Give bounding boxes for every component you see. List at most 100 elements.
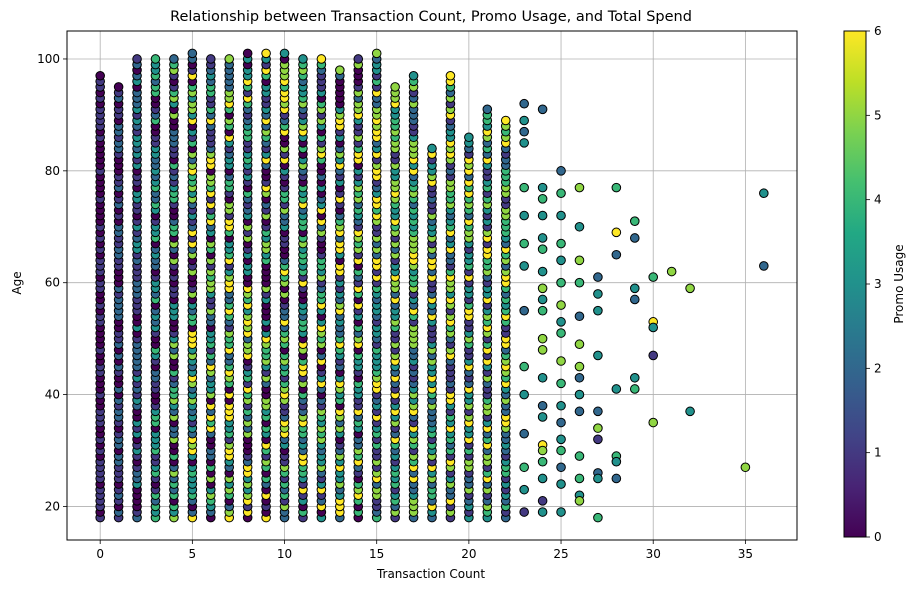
data-point	[279, 48, 290, 59]
data-point	[298, 54, 308, 64]
data-point	[556, 188, 566, 199]
data-point	[519, 98, 529, 109]
data-point	[537, 233, 548, 243]
data-point	[519, 126, 529, 137]
data-point	[519, 507, 529, 517]
data-point	[574, 311, 585, 322]
data-point	[519, 182, 529, 193]
data-point	[519, 210, 529, 221]
data-point	[556, 479, 566, 489]
data-point	[593, 473, 603, 484]
data-point	[519, 238, 529, 249]
data-point	[648, 350, 659, 361]
data-point	[648, 272, 659, 282]
data-point	[537, 496, 548, 506]
y-tick-label: 100	[37, 52, 60, 66]
x-tick-label: 35	[738, 547, 753, 561]
data-point	[205, 54, 216, 64]
x-tick-label: 20	[461, 547, 476, 561]
data-point	[537, 507, 548, 517]
data-point	[556, 238, 566, 249]
data-point	[574, 473, 585, 484]
data-point	[574, 361, 585, 372]
data-point	[611, 384, 622, 394]
x-axis-ticks: 0 5 10 15 20 25 30 35	[96, 540, 753, 561]
data-point	[464, 132, 474, 143]
data-point	[648, 322, 659, 333]
colorbar-tick-label: 0	[874, 530, 882, 544]
data-point	[685, 283, 695, 294]
data-point	[224, 54, 235, 64]
data-point	[556, 417, 566, 428]
data-point	[519, 361, 529, 372]
x-tick-label: 25	[553, 547, 568, 561]
x-tick-label: 5	[189, 547, 197, 561]
data-point	[353, 54, 364, 64]
data-point	[537, 445, 548, 456]
plot-frame	[66, 30, 798, 541]
data-point	[556, 210, 566, 221]
data-point	[556, 445, 566, 456]
data-point	[150, 54, 161, 64]
data-point	[574, 182, 585, 193]
data-point	[574, 255, 585, 266]
data-point	[316, 54, 327, 64]
data-point	[574, 451, 585, 461]
data-point	[537, 294, 548, 305]
data-point	[132, 54, 142, 64]
data-point	[537, 473, 548, 484]
data-point	[611, 227, 622, 238]
colorbar-tick-label: 2	[874, 361, 882, 375]
data-point	[593, 434, 603, 445]
y-axis-ticks: 20 40 60 80 100	[37, 52, 67, 513]
data-point	[574, 406, 585, 417]
colorbar-tick-label: 1	[874, 446, 882, 460]
colorbar-gradient	[843, 30, 867, 538]
data-point	[537, 182, 548, 193]
data-point	[629, 283, 640, 294]
data-point	[593, 305, 603, 316]
data-point	[666, 266, 677, 277]
data-point	[537, 194, 548, 204]
chart-title: Relationship between Transaction Count, …	[170, 9, 692, 25]
data-point	[556, 317, 566, 327]
data-point	[556, 378, 566, 389]
data-point	[537, 400, 548, 411]
y-axis-title: Age	[10, 271, 24, 294]
data-point	[537, 345, 548, 355]
data-point	[648, 417, 659, 428]
data-point	[629, 384, 640, 394]
data-point	[537, 305, 548, 316]
data-point	[574, 496, 585, 506]
data-point	[371, 48, 382, 59]
data-point	[482, 104, 493, 115]
data-point	[629, 233, 640, 243]
data-point	[593, 406, 603, 417]
colorbar-tick-label: 3	[874, 277, 882, 291]
data-point	[629, 372, 640, 383]
y-tick-label: 20	[45, 499, 60, 513]
data-point	[537, 266, 548, 277]
data-point	[187, 48, 198, 59]
data-point	[556, 255, 566, 266]
colorbar-tick-label: 5	[874, 108, 882, 122]
data-point	[611, 249, 622, 260]
data-point	[574, 277, 585, 288]
data-point	[556, 400, 566, 411]
data-point	[574, 389, 585, 400]
data-point	[537, 244, 548, 254]
data-point	[556, 434, 566, 445]
y-tick-label: 60	[45, 276, 60, 290]
data-point	[611, 473, 622, 484]
data-point	[611, 456, 622, 467]
colorbar: 0 1 2 3 4 5 6 Promo Usage	[843, 24, 906, 544]
data-point	[556, 507, 566, 517]
data-point	[611, 182, 622, 193]
data-point	[537, 283, 548, 294]
data-point	[519, 484, 529, 495]
data-point	[629, 294, 640, 305]
data-point	[629, 216, 640, 226]
x-tick-label: 10	[277, 547, 292, 561]
data-point	[537, 412, 548, 422]
